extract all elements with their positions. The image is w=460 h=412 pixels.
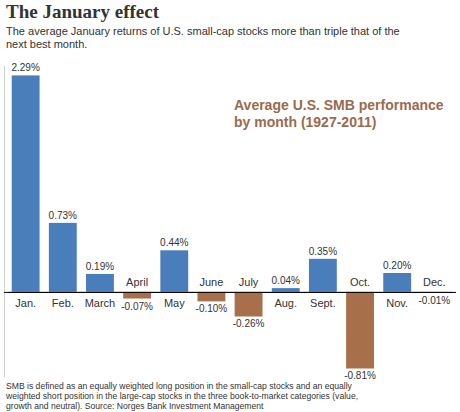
bar (309, 259, 337, 292)
data-label: 0.44% (160, 237, 188, 248)
data-label: 0.04% (272, 275, 300, 286)
chart: The January effect The average January re… (0, 0, 460, 412)
bar (235, 292, 263, 317)
x-tick: Oct. (350, 276, 370, 292)
x-tick: April (126, 276, 148, 292)
data-label: 0.19% (86, 261, 114, 272)
title: The January effect (6, 1, 160, 22)
x-tick: Feb. (52, 292, 74, 309)
annotation: Average U.S. SMB performance (234, 97, 444, 113)
data-label: -0.81% (344, 370, 376, 381)
x-axis-line (9, 292, 453, 293)
data-labels: 2.29% 0.73% 0.19% -0.07% 0.44% -0.10% -0.26% 0.… (11, 62, 450, 381)
x-tick-label: Aug. (274, 297, 297, 309)
x-tick: Nov. (386, 292, 408, 309)
x-tick: March (85, 292, 116, 309)
data-label: 2.29% (11, 62, 39, 73)
x-tick: Jan. (15, 292, 36, 309)
bar (383, 273, 411, 292)
bar (86, 274, 114, 292)
y-tick-line (4, 292, 456, 293)
footnote: growth and neutral). Source: Norges Bank… (6, 401, 264, 411)
bar (197, 292, 225, 301)
data-label: -0.07% (121, 301, 153, 312)
subtitle: The average January returns of U.S. smal… (6, 25, 400, 37)
data-label: -0.26% (233, 318, 265, 329)
x-tick-label: Nov. (386, 297, 408, 309)
data-label: -0.01% (419, 295, 451, 306)
x-tick: June (199, 276, 223, 292)
data-label: -0.10% (196, 303, 228, 314)
x-tick-label: Jan. (15, 297, 36, 309)
x-tick-label: June (199, 276, 223, 288)
data-label: 0.20% (383, 260, 411, 271)
x-tick: Dec. (423, 276, 446, 292)
x-axis: Jan. Feb. March April May June July Aug. Sept. Oc… (9, 276, 453, 309)
x-tick-label: Oct. (350, 276, 370, 288)
y-tick (4, 292, 456, 293)
x-tick-label: May (164, 297, 185, 309)
x-tick: Aug. (274, 292, 297, 309)
bar (12, 75, 40, 292)
annotation: by month (1927-2011) (234, 114, 376, 130)
x-tick-label: Sept. (310, 297, 336, 309)
footnote: SMB is defined as an equally weighted lo… (6, 381, 353, 391)
data-label: 0.73% (49, 210, 77, 221)
bar (49, 223, 77, 292)
bar (272, 288, 300, 292)
x-tick-label: April (126, 276, 148, 288)
y-axis-line (4, 66, 5, 378)
footnote: weighted short position in the large-cap… (5, 391, 358, 401)
x-tick: May (164, 292, 185, 309)
y-axis (4, 66, 456, 378)
x-tick-label: Dec. (423, 276, 446, 288)
x-tick-label: July (239, 276, 259, 288)
bar (160, 250, 188, 292)
bars (12, 75, 449, 368)
x-tick: Sept. (310, 292, 336, 309)
data-label: 0.35% (309, 246, 337, 257)
bar (346, 292, 374, 369)
x-tick-label: March (85, 297, 116, 309)
x-tick: July (239, 276, 259, 292)
x-tick-label: Feb. (52, 297, 74, 309)
subtitle: next best month. (6, 38, 87, 50)
